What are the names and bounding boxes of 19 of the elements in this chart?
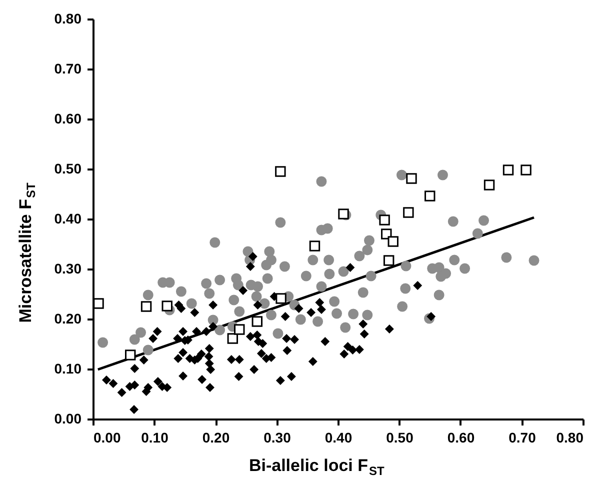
y-tick-label: 0.40 (54, 210, 82, 226)
x-tick-label: 0.70 (508, 430, 536, 446)
x-tick-label: 0.00 (94, 430, 121, 446)
y-tick-label: 0.60 (54, 110, 82, 126)
x-tick-label: 0.80 (556, 430, 584, 446)
x-tick-label: 0.50 (386, 430, 414, 446)
x-tick-label: 0.60 (447, 430, 475, 446)
y-tick-label: 0.50 (54, 160, 82, 176)
y-axis-title: Microsatellite FST (16, 182, 38, 323)
x-tick-label: 0.30 (264, 430, 292, 446)
x-tick-label: 0.40 (324, 430, 352, 446)
y-tick-label: 0.80 (54, 10, 82, 26)
x-tick-label: 0.10 (141, 430, 169, 446)
y-tick-label: 0.10 (54, 360, 82, 376)
y-tick-label: 0.00 (54, 410, 82, 426)
y-tick-label: 0.30 (54, 260, 82, 276)
y-tick-label: 0.70 (54, 60, 82, 76)
x-tick-label: 0.20 (202, 430, 230, 446)
y-tick-label: 0.20 (54, 310, 82, 326)
